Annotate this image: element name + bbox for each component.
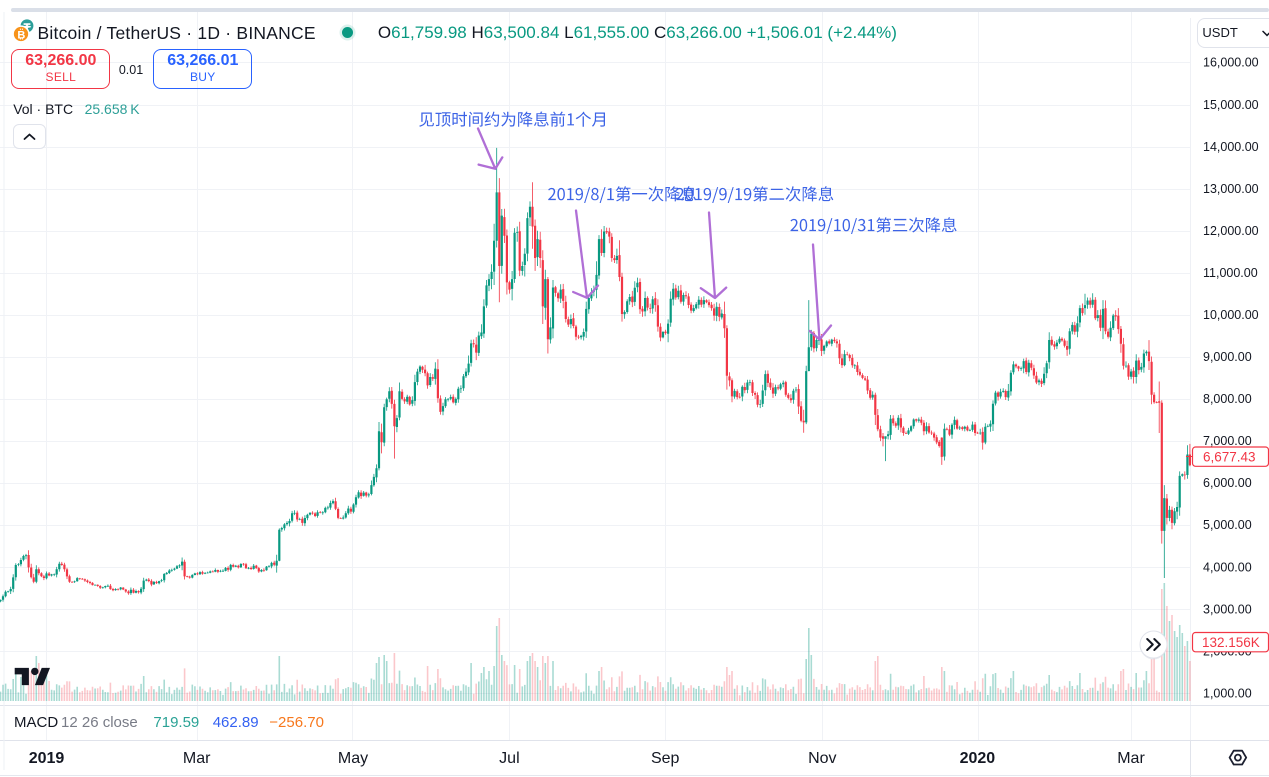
svg-text:132.156K: 132.156K <box>1202 635 1260 650</box>
svg-text:5,000.00: 5,000.00 <box>1203 518 1252 532</box>
svg-text:462.89: 462.89 <box>213 714 259 731</box>
svg-text:719.59: 719.59 <box>153 714 199 731</box>
svg-text:Jul: Jul <box>499 750 519 767</box>
svg-text:−256.70: −256.70 <box>269 714 324 731</box>
svg-text:4,000.00: 4,000.00 <box>1203 560 1252 574</box>
svg-text:B: B <box>17 29 25 41</box>
svg-text:2019: 2019 <box>29 750 65 767</box>
svg-text:Sep: Sep <box>651 750 680 767</box>
svg-text:May: May <box>338 750 368 767</box>
svg-text:13,000.00: 13,000.00 <box>1203 182 1259 196</box>
svg-text:10,000.00: 10,000.00 <box>1203 308 1259 322</box>
svg-text:3,000.00: 3,000.00 <box>1203 602 1252 616</box>
svg-text:11,000.00: 11,000.00 <box>1203 266 1258 280</box>
svg-text:Mar: Mar <box>1117 750 1145 767</box>
svg-text:15,000.00: 15,000.00 <box>1203 98 1259 112</box>
svg-text:Nov: Nov <box>808 750 836 767</box>
svg-text:16,000.00: 16,000.00 <box>1203 56 1259 70</box>
svg-text:9,000.00: 9,000.00 <box>1203 350 1252 364</box>
svg-text:1,000.00: 1,000.00 <box>1203 687 1252 701</box>
svg-text:8,000.00: 8,000.00 <box>1203 392 1252 406</box>
svg-text:MACD: MACD <box>14 714 58 731</box>
svg-text:Mar: Mar <box>183 750 211 767</box>
svg-text:6,677.43: 6,677.43 <box>1203 450 1256 465</box>
svg-text:12,000.00: 12,000.00 <box>1203 224 1259 238</box>
svg-text:2020: 2020 <box>960 750 996 767</box>
svg-text:7,000.00: 7,000.00 <box>1203 434 1252 448</box>
svg-text:12 26 close: 12 26 close <box>61 714 138 731</box>
svg-text:6,000.00: 6,000.00 <box>1203 476 1252 490</box>
svg-text:14,000.00: 14,000.00 <box>1203 140 1259 154</box>
